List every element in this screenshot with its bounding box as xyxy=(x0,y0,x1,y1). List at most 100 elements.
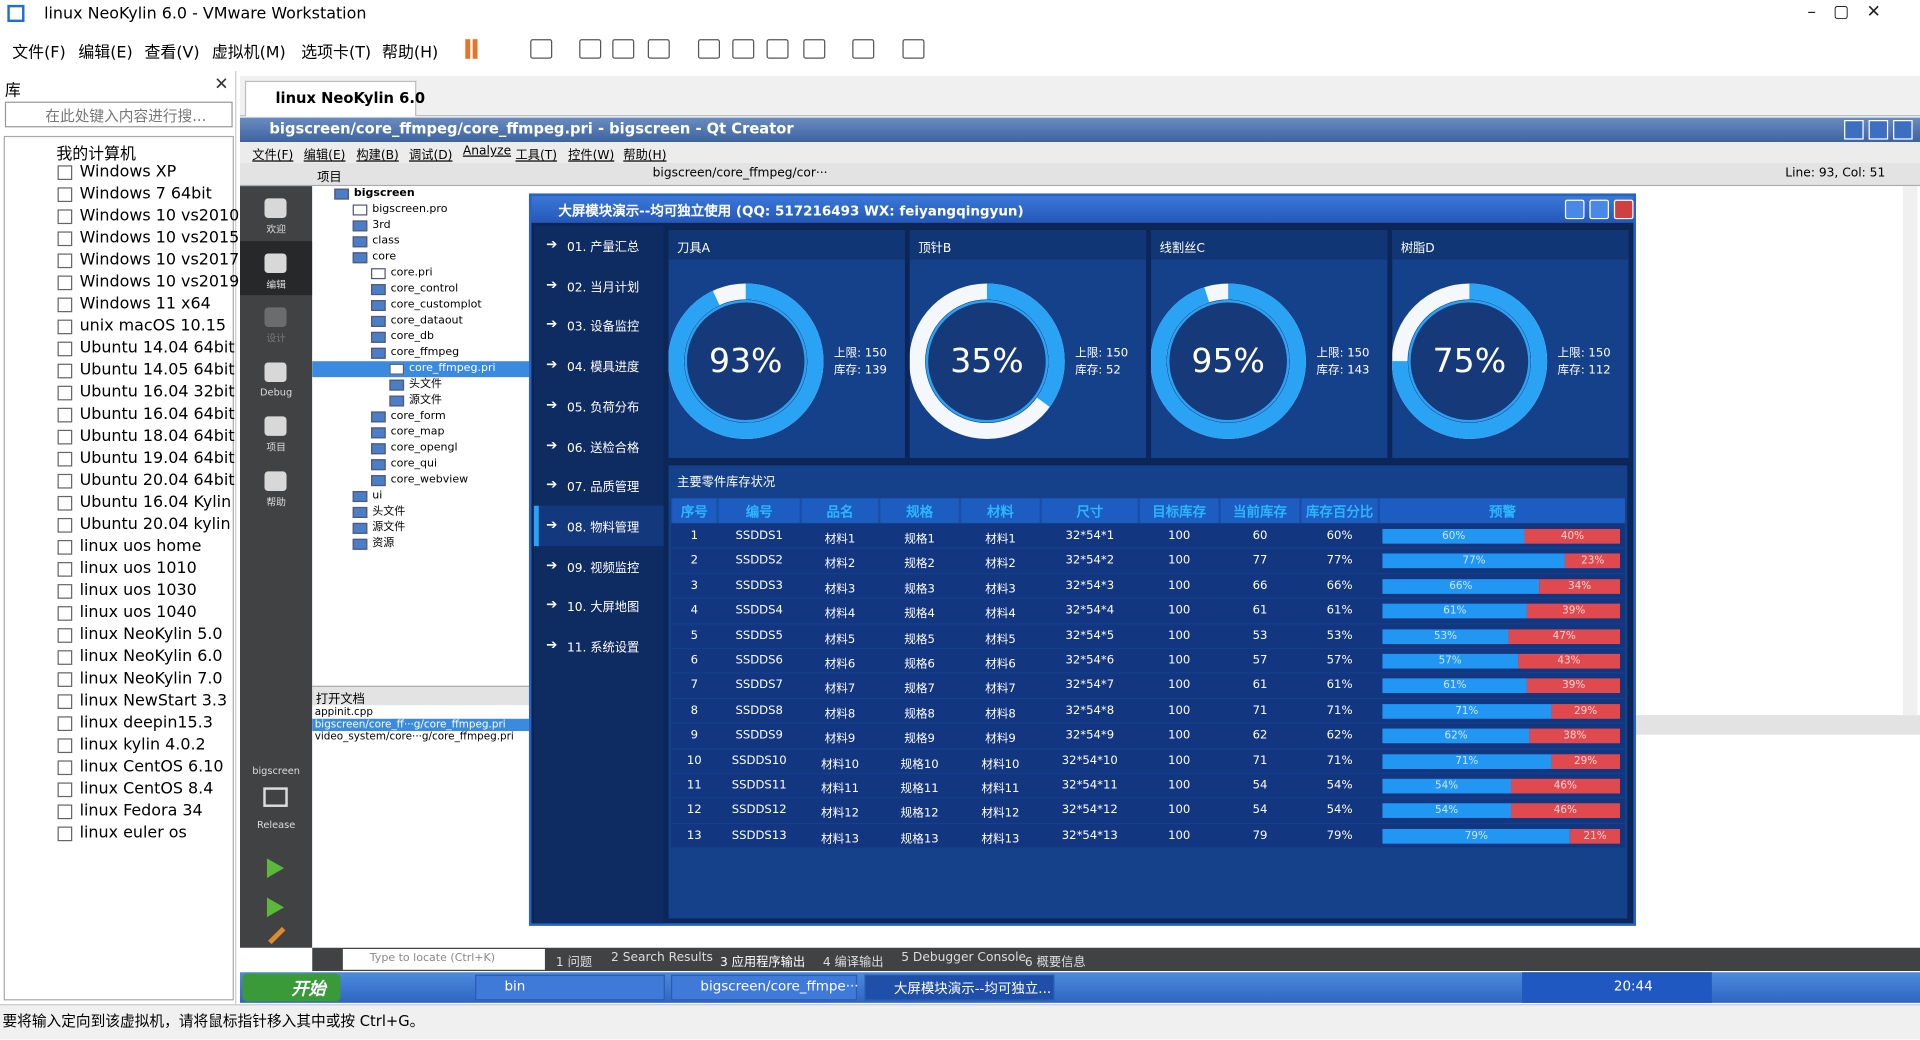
menu-item[interactable]: 帮助(H) xyxy=(382,44,439,63)
vm-item[interactable]: Ubuntu 14.04 64bit xyxy=(79,339,235,358)
app-window-button[interactable] xyxy=(1613,199,1634,220)
open-doc[interactable]: appinit.cpp xyxy=(314,706,373,719)
nav-item[interactable]: 08. 物料管理 xyxy=(566,521,640,535)
vm-item[interactable]: Windows 10 vs2015 xyxy=(79,228,240,248)
qt-menu-item[interactable]: 帮助(H) xyxy=(623,149,667,163)
tree-item[interactable]: 源文件 xyxy=(372,521,406,534)
vm-item[interactable]: Ubuntu 19.04 64bit xyxy=(79,449,235,468)
vm-item[interactable]: Windows 10 vs2010 xyxy=(79,206,240,226)
qt-menu-item[interactable]: 调试(D) xyxy=(408,149,453,163)
tree-item[interactable]: core_ffmpeg.pri xyxy=(408,362,496,375)
tree-item[interactable]: ui xyxy=(372,489,383,503)
tree-item[interactable]: bigscreen.pro xyxy=(372,203,448,216)
qt-window-button[interactable] xyxy=(1844,120,1864,140)
toolbar-button[interactable] xyxy=(530,39,553,59)
tree-item[interactable]: 头文件 xyxy=(408,378,443,391)
vm-item[interactable]: Ubuntu 20.04 64bit xyxy=(79,471,235,490)
kit-icon[interactable] xyxy=(263,787,288,807)
app-window-button[interactable] xyxy=(1589,199,1609,220)
vm-tab[interactable] xyxy=(244,80,417,117)
vm-item[interactable]: Windows XP xyxy=(79,162,177,182)
vm-item[interactable]: linux NewStart 3.3 xyxy=(79,691,228,711)
tree-item[interactable]: core_db xyxy=(390,330,434,343)
vm-item[interactable]: Ubuntu 16.04 Kylin xyxy=(79,493,232,512)
output-tab[interactable]: 5 Debugger Console xyxy=(901,951,1027,965)
tree-item[interactable]: bigscreen xyxy=(353,187,415,200)
vm-item[interactable]: linux NeoKylin 5.0 xyxy=(79,625,223,645)
vm-item[interactable]: Windows 7 64bit xyxy=(79,184,212,204)
nav-item[interactable]: 03. 设备监控 xyxy=(566,321,640,335)
vm-item[interactable]: linux uos home xyxy=(79,537,202,556)
mode-icon[interactable] xyxy=(264,307,287,327)
qt-menu-item[interactable]: 控件(W) xyxy=(568,149,615,163)
vm-item[interactable]: Ubuntu 14.05 64bit xyxy=(79,361,235,380)
vm-item[interactable]: Ubuntu 16.04 64bit xyxy=(79,405,235,424)
task-button[interactable] xyxy=(475,974,665,1001)
vm-item[interactable]: Ubuntu 18.04 64bit xyxy=(79,427,235,446)
nav-item[interactable]: 10. 大屏地图 xyxy=(566,601,640,616)
toolbar-button[interactable] xyxy=(579,39,602,59)
nav-item[interactable]: 04. 模具进度 xyxy=(566,361,640,375)
vm-item[interactable]: Windows 10 vs2017 xyxy=(79,251,240,270)
vm-item[interactable]: linux CentOS 6.10 xyxy=(79,757,224,777)
locate-box[interactable] xyxy=(342,948,545,970)
nav-item[interactable]: 01. 产量汇总 xyxy=(566,241,640,255)
vm-item[interactable]: unix macOS 10.15 xyxy=(79,317,226,336)
tree-item[interactable]: 3rd xyxy=(372,219,391,232)
tree-item[interactable]: core_qui xyxy=(390,457,438,471)
vm-item[interactable]: Ubuntu 16.04 32bit xyxy=(79,383,235,402)
tree-item[interactable]: core_map xyxy=(390,426,445,439)
tree-item[interactable]: core_form xyxy=(390,410,446,423)
nav-item[interactable]: 06. 送检合格 xyxy=(566,441,640,455)
toolbar-button[interactable] xyxy=(612,39,635,59)
search-box[interactable] xyxy=(4,101,233,128)
qt-menu-item[interactable]: 构建(B) xyxy=(356,149,399,163)
task-button[interactable] xyxy=(864,974,1055,1001)
tree-item[interactable]: 源文件 xyxy=(408,394,443,407)
nav-item[interactable]: 09. 视频监控 xyxy=(566,561,640,576)
nav-item[interactable]: 11. 系统设置 xyxy=(566,641,640,656)
menu-item[interactable]: 选项卡(T) xyxy=(301,44,372,63)
vm-item[interactable]: linux Fedora 34 xyxy=(79,802,203,821)
pause-icon[interactable] xyxy=(472,39,478,59)
toolbar-button[interactable] xyxy=(732,39,755,59)
mode-icon[interactable] xyxy=(264,470,287,491)
toolbar-button[interactable] xyxy=(852,39,875,59)
library-close[interactable]: ✕ xyxy=(214,74,229,95)
toolbar-button[interactable] xyxy=(803,39,826,59)
toolbar-button[interactable] xyxy=(766,39,789,59)
vm-item[interactable]: linux kylin 4.0.2 xyxy=(79,735,206,755)
toolbar-button[interactable] xyxy=(647,39,670,59)
start-button[interactable] xyxy=(242,973,341,1002)
vm-item[interactable]: Ubuntu 20.04 kylin xyxy=(79,515,231,534)
tree-item[interactable]: core_ffmpeg xyxy=(390,346,460,359)
nav-item[interactable]: 05. 负荷分布 xyxy=(566,401,640,415)
tree-item[interactable]: core_opengl xyxy=(390,442,458,455)
vm-item[interactable]: linux NeoKylin 6.0 xyxy=(79,647,223,667)
menu-item[interactable]: 编辑(E) xyxy=(78,44,133,63)
vm-item[interactable]: linux NeoKylin 7.0 xyxy=(79,669,223,689)
open-doc[interactable]: video_system/core···g/core_ffmpeg.pri xyxy=(314,731,514,744)
qt-menu-item[interactable]: 编辑(E) xyxy=(303,149,346,163)
output-tab[interactable]: 6 概要信息 xyxy=(1024,956,1086,970)
output-tab[interactable]: 4 编译输出 xyxy=(822,956,884,970)
vm-item[interactable]: linux uos 1010 xyxy=(79,559,197,578)
vm-item[interactable]: Windows 11 x64 xyxy=(79,295,211,314)
toolbar-button[interactable] xyxy=(697,39,721,59)
open-doc[interactable]: bigscreen/core_ff···g/core_ffmpeg.pri xyxy=(314,718,506,732)
tree-item[interactable]: 头文件 xyxy=(372,505,406,518)
vm-item[interactable]: linux CentOS 8.4 xyxy=(79,780,214,799)
qt-menu-item[interactable]: Analyze xyxy=(462,144,512,158)
vm-item[interactable]: Windows 10 vs2019 xyxy=(79,273,240,292)
app-window-button[interactable] xyxy=(1564,199,1585,220)
vm-item[interactable]: linux euler os xyxy=(79,824,187,843)
qt-window-button[interactable] xyxy=(1868,120,1889,140)
qt-menu-item[interactable]: 文件(F) xyxy=(252,149,294,163)
debug-run-button[interactable] xyxy=(266,897,285,918)
menu-item[interactable]: 查看(V) xyxy=(144,44,200,63)
tree-root[interactable]: 我的计算机 xyxy=(56,145,136,165)
output-tab[interactable]: 2 Search Results xyxy=(611,951,713,965)
run-button[interactable] xyxy=(266,858,285,878)
menu-item[interactable]: 文件(F) xyxy=(12,44,66,63)
qt-menu-item[interactable]: 工具(T) xyxy=(515,149,558,163)
